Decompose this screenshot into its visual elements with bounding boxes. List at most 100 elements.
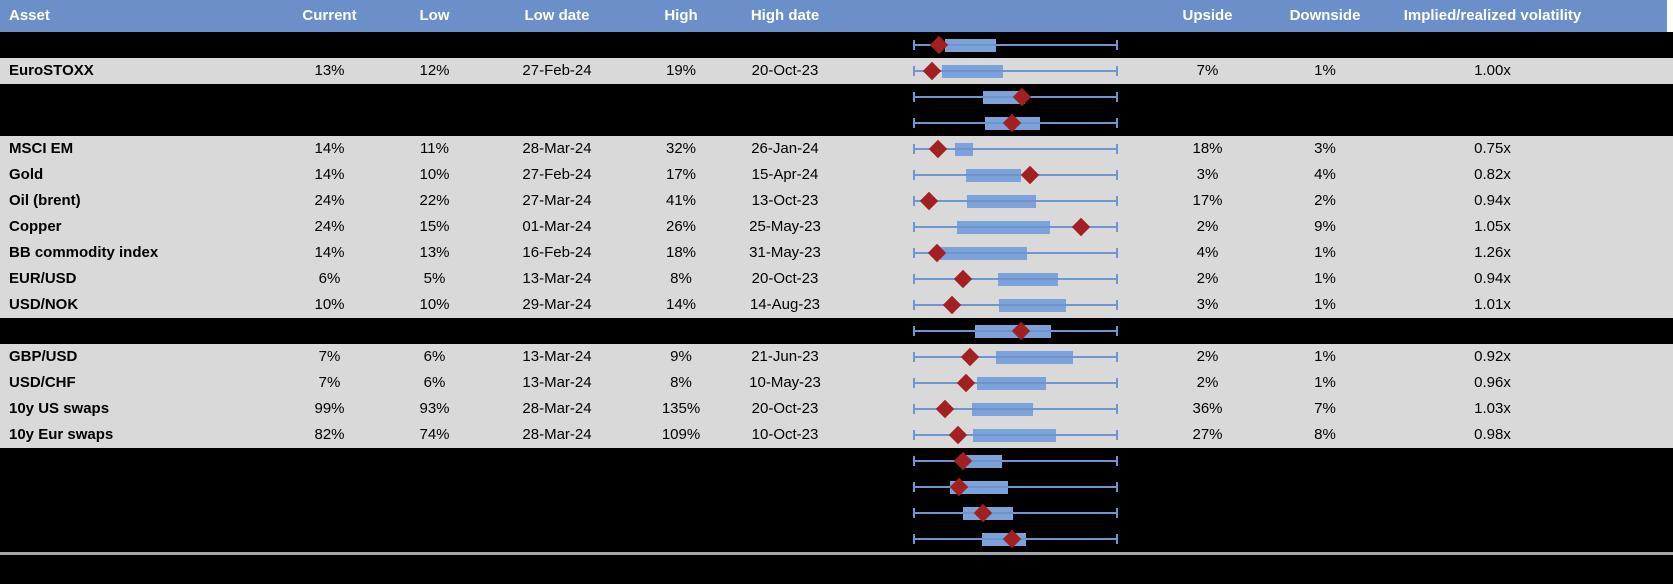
whisker-cap-right — [1116, 92, 1118, 102]
cell-low-date: 01-Mar-24 — [522, 218, 592, 235]
cell-low: 12% — [419, 62, 450, 79]
cell-high: 8% — [670, 374, 692, 391]
whisker-line — [913, 44, 1118, 46]
whisker-cap-right — [1116, 196, 1118, 206]
boxplot-cell — [840, 32, 1130, 58]
cell-high-date: 31-May-23 — [749, 244, 821, 261]
cell-low — [387, 318, 482, 344]
cell-high-date — [730, 318, 840, 344]
cell-low-date — [482, 84, 632, 110]
cell-implied-realized: 0.94x — [1474, 270, 1511, 287]
iqr-box — [996, 350, 1074, 364]
cell-downside: 1% — [1314, 296, 1336, 313]
whisker-cap-right — [1116, 482, 1118, 492]
cell-low-date: 28-Mar-24 — [522, 426, 592, 443]
boxplot — [913, 422, 1118, 448]
whisker-cap-left — [913, 170, 915, 180]
cell-downside — [1285, 526, 1365, 552]
cell-high-date: 15-Apr-24 — [751, 166, 819, 183]
table-row: Oil (brent) 24% 22% 27-Mar-24 41% 13-Oct-23 17… — [0, 188, 1673, 214]
cell-asset: 10y Eur swaps — [9, 426, 114, 443]
hidden-row — [0, 448, 1673, 474]
cell-low-date — [482, 500, 632, 526]
cell-implied-realized: 1.01x — [1474, 296, 1511, 313]
cell-downside: 1% — [1314, 270, 1336, 287]
cell-low: 6% — [423, 348, 446, 365]
cell-high-date: 20-Oct-23 — [751, 62, 819, 79]
cell-low: 11% — [420, 140, 449, 157]
table-row: 10y Eur swaps 82% 74% 28-Mar-24 109% 10-Oct-2… — [0, 422, 1673, 448]
whisker-cap-left — [913, 92, 915, 102]
cell-low — [387, 110, 482, 136]
cell-implied-realized: 0.96x — [1474, 374, 1511, 391]
boxplot-cell — [840, 214, 1130, 240]
cell-low: 15% — [419, 218, 450, 235]
cell-asset: 10y US swaps — [9, 400, 110, 417]
cell-low-date — [482, 526, 632, 552]
cell-implied-realized: 0.92x — [1474, 348, 1511, 365]
cell-current — [272, 526, 387, 552]
cell-low — [387, 500, 482, 526]
cell-high: 17% — [665, 166, 697, 183]
boxplot — [913, 526, 1118, 552]
cell-current: 10% — [314, 296, 345, 313]
cell-downside — [1285, 84, 1365, 110]
cell-high — [632, 84, 730, 110]
boxplot — [913, 474, 1118, 500]
whisker-line — [913, 486, 1118, 488]
cell-high: 135% — [661, 400, 701, 417]
iqr-box — [956, 220, 1050, 234]
cell-asset — [0, 474, 272, 500]
boxplot — [913, 318, 1118, 344]
whisker-cap-right — [1116, 66, 1118, 76]
cell-upside: 7% — [1196, 62, 1219, 79]
whisker-cap-right — [1116, 404, 1118, 414]
cell-high-date: 13-Oct-23 — [751, 192, 819, 209]
cell-upside: 18% — [1192, 140, 1223, 157]
cell-low-date: 27-Feb-24 — [522, 166, 592, 183]
cell-low-date — [482, 110, 632, 136]
col-header-range-chart — [840, 0, 1130, 32]
cell-current — [272, 500, 387, 526]
cell-downside: 9% — [1314, 218, 1336, 235]
diamond-marker — [949, 425, 968, 445]
iqr-box — [999, 298, 1067, 312]
diamond-marker — [956, 373, 976, 393]
whisker-cap-left — [913, 326, 915, 336]
diamond-marker — [953, 269, 972, 289]
cell-low-date — [482, 474, 632, 500]
table-row: MSCI EM 14% 11% 28-Mar-24 32% 26-Jan-24 18% 3% 0… — [0, 136, 1673, 162]
whisker-cap-right — [1116, 274, 1118, 284]
hidden-row — [0, 318, 1673, 344]
cell-downside: 1% — [1314, 244, 1336, 261]
col-header-upside: Upside — [1182, 7, 1233, 24]
boxplot — [913, 162, 1118, 188]
cell-asset: Gold — [9, 166, 44, 183]
whisker-cap-right — [1116, 118, 1118, 128]
cell-upside: 2% — [1196, 348, 1219, 365]
cell-upside: 2% — [1196, 218, 1219, 235]
whisker-cap-right — [1116, 222, 1118, 232]
boxplot — [913, 214, 1118, 240]
cell-high: 9% — [670, 348, 692, 365]
table-body: EuroSTOXX 13% 12% 27-Feb-24 19% 20-Oct-23 7% 1%… — [0, 32, 1673, 552]
boxplot — [913, 110, 1118, 136]
cell-high-date — [730, 500, 840, 526]
whisker-cap-right — [1116, 534, 1118, 544]
whisker-cap-right — [1116, 300, 1118, 310]
cell-high — [632, 500, 730, 526]
cell-implied-realized — [1365, 526, 1620, 552]
cell-low: 5% — [423, 270, 446, 287]
cell-implied-realized: 1.00x — [1474, 62, 1511, 79]
cell-asset — [0, 526, 272, 552]
cell-implied-realized — [1365, 448, 1620, 474]
cell-downside — [1285, 318, 1365, 344]
cell-upside: 3% — [1196, 296, 1219, 313]
cell-high-date: 26-Jan-24 — [751, 140, 819, 157]
cell-downside: 3% — [1314, 140, 1336, 157]
cell-downside — [1285, 448, 1365, 474]
iqr-box — [973, 428, 1057, 442]
cell-downside: 4% — [1314, 166, 1336, 183]
whisker-cap-left — [913, 456, 915, 466]
